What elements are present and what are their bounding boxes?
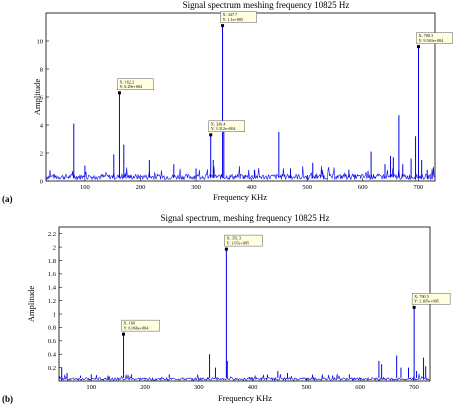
chart-panel-a: Signal spectrum meshing frequency 10825 … (2, 0, 453, 204)
y-tick-label: 2 (40, 150, 43, 157)
x-tick-label: 400 (247, 184, 257, 191)
data-tip-y: Y: 1.1e+005 (223, 17, 244, 22)
data-tip-x: X: 162.2 (119, 79, 134, 84)
y-axis-label: Amplitude (32, 79, 42, 116)
chart-panel-b: Signal spectrum, meshing frequency 10825… (2, 213, 451, 404)
chart-title: Signal spectrum meshing frequency 10825 … (183, 0, 350, 10)
data-tip-y: Y: 1.105e+005 (414, 299, 439, 304)
y-tick-label: 1.8 (48, 258, 56, 265)
x-tick-label: 700 (413, 184, 423, 191)
panel-label: (a) (2, 194, 13, 204)
y-tick-label: 0 (40, 178, 43, 185)
noise-floor (58, 373, 430, 382)
data-tip-x: X: 351.3 (226, 236, 241, 241)
y-tick-label: 1.6 (48, 271, 57, 278)
y-tick-label: 1.2 (48, 298, 56, 305)
data-tip-box (411, 293, 451, 305)
x-tick-label: 700 (409, 384, 419, 391)
spectrum-series (58, 249, 430, 382)
data-tip-box (121, 319, 160, 332)
x-tick-label: 400 (248, 384, 258, 391)
data-tip-x: X: 347.7 (223, 12, 238, 17)
y-tick-label: 1.4 (48, 285, 57, 292)
y-tick-label: 8 (40, 66, 43, 73)
data-tip-y: Y: 9.563e+004 (418, 38, 444, 43)
x-tick-label: 100 (80, 184, 90, 191)
x-tick-label: 600 (358, 184, 368, 191)
data-marker (117, 91, 121, 95)
data-tip-x: X: 700.5 (414, 294, 429, 299)
panel-label: (b) (2, 394, 13, 404)
x-tick-label: 200 (136, 184, 146, 191)
data-tip-box (220, 11, 257, 23)
axis-ticks: 100 200 300 400 500 600 700 0.2 0.4 0.6 0.8 1 1.2 1.4… (48, 231, 419, 391)
x-tick-label: 600 (355, 384, 365, 391)
x-tick-label: 500 (301, 384, 311, 391)
y-tick-label: 4 (40, 122, 44, 129)
x-tick-label: 500 (302, 184, 312, 191)
y-tick-label: 2.2 (48, 231, 56, 238)
data-marker (122, 332, 126, 336)
y-tick-label: 10 (37, 38, 44, 45)
x-tick-label: 200 (140, 384, 150, 391)
y-tick-label: 0.2 (48, 365, 56, 372)
chart-title: Signal spectrum, meshing frequency 10825… (161, 213, 330, 223)
x-tick-label: 100 (86, 384, 96, 391)
data-tip-y: Y: 1.97e+005 (226, 240, 249, 245)
y-tick-label: 0.8 (48, 325, 56, 332)
data-marker (224, 247, 228, 251)
data-tip-x: X: 336.4 (211, 121, 227, 126)
data-marker (221, 24, 225, 28)
data-marker (416, 45, 420, 49)
data-tip-y: Y: 3.312e+004 (211, 126, 237, 131)
y-tick-label: 1 (53, 311, 56, 318)
x-axis-label: Frequency KHz (213, 192, 267, 202)
noise-floor (45, 165, 435, 181)
data-tip-box (117, 78, 154, 91)
data-tip-x: X: 700.3 (418, 33, 433, 38)
annotations: X: 162.2Y: 6.29e+004 X: 336.4Y: 3.312e+00… (117, 11, 453, 137)
plot-frame (45, 12, 436, 182)
axis-ticks: 100 200 300 400 500 600 700 0 2 4 6 8 10 (37, 38, 424, 191)
data-tip-box (224, 234, 263, 247)
y-tick-label: 2 (53, 244, 56, 251)
x-tick-label: 300 (194, 384, 204, 391)
data-tip-y: Y: 6.29e+004 (119, 84, 143, 89)
x-axis-label: Frequency KHz (218, 393, 272, 403)
plot-frame (58, 226, 431, 382)
data-tip-box (416, 32, 453, 44)
data-marker (209, 133, 213, 137)
y-tick-label: 0.4 (48, 352, 57, 359)
y-tick-label: 6 (40, 94, 44, 101)
y-tick-label: 0.6 (48, 338, 57, 345)
y-axis-label: Amplitude (26, 286, 36, 323)
data-marker (412, 305, 416, 309)
data-tip-x: X: 160 (124, 321, 136, 326)
x-tick-label: 300 (191, 184, 201, 191)
data-tip-box (208, 120, 245, 133)
data-tip-y: Y: 6.966e+004 (124, 325, 150, 330)
